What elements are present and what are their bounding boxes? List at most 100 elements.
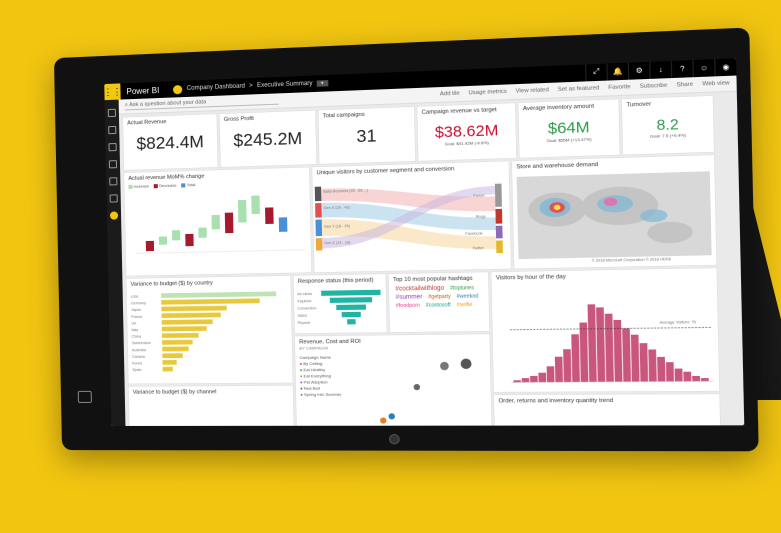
tile-waterfall[interactable]: Actual revenue MoM% change Increase Decr… [124,167,312,276]
scatter-point [460,358,472,370]
tile-variance-country[interactable]: Variance to budget ($) by country USA Ger… [126,275,293,384]
app-launcher-icon[interactable]: ⋮⋮ [104,83,122,101]
country-bar[interactable] [162,339,193,345]
legend-total: Total [181,182,195,188]
tile-rev-cost-roi[interactable]: Revenue, Cost and ROI BY CAMPAIGN Campai… [294,334,492,426]
dropdown-icon[interactable]: ▾ [316,80,328,87]
histogram-bar[interactable] [665,362,675,382]
country-bar[interactable] [162,346,189,352]
histogram-bar[interactable] [630,334,640,382]
hashtag: #foodporn [395,302,421,310]
tile-campaign-revenue[interactable]: Campaign revenue vs target $38.62M Goal:… [417,103,517,161]
variance-country-chart: USA Germany Japan France UK Italy China Switzer… [131,291,277,372]
qa-input[interactable]: ⌕ Ask a question about your data [124,96,279,111]
country-bar[interactable] [162,353,183,359]
nav-favorites-icon[interactable] [108,142,117,152]
scatter-point [388,413,396,420]
histogram-bar[interactable] [521,378,530,383]
histogram-bar[interactable] [692,375,701,382]
download-icon[interactable]: ↓ [649,60,672,79]
country-bar[interactable] [161,298,260,305]
funnel-label: Repeat [298,321,310,325]
usage-metrics-button[interactable]: Usage metrics [468,88,507,97]
set-featured-button[interactable]: Set as featured [557,85,600,94]
tile-turnover[interactable]: Turnover 8.2 Goal: 7.5 (+9.4%) [621,95,714,155]
sankey-node [315,219,323,237]
histogram-bar[interactable] [587,304,597,382]
tile-title: Gross Profit [223,115,254,124]
histogram-bar[interactable] [639,343,649,382]
country-bar[interactable] [162,360,177,365]
brand-name: Power BI [126,85,160,96]
nav-recent-icon[interactable] [108,160,118,169]
histogram-bar[interactable] [579,322,589,382]
country-bar[interactable] [161,291,277,298]
tile-total-campaigns[interactable]: Total campaigns 31 [318,106,416,164]
nav-shared-icon[interactable] [109,194,118,203]
country-bar[interactable] [161,332,199,339]
tile-visitors-hour[interactable]: Visitors by hour of the day Average Visi… [491,268,720,392]
country-label: UK [131,321,137,325]
view-related-button[interactable]: View related [515,87,549,95]
histogram-bar[interactable] [613,319,623,382]
subscribe-button[interactable]: Subscribe [639,82,668,90]
sankey-label-right: Blogs [476,214,486,218]
help-icon[interactable]: ? [670,60,693,79]
tile-variance-channel[interactable]: Variance to budget ($) by channel [128,385,294,426]
tile-average-inventory[interactable]: Average inventory amount $64M Goal: $55M… [518,99,620,158]
nav-apps-icon[interactable] [109,177,118,186]
sankey-label-right: Forum [473,194,484,199]
breadcrumb-page[interactable]: Executive Summary [256,80,313,90]
web-view-button[interactable]: Web view [702,80,730,88]
share-button[interactable]: Share [676,81,694,89]
histogram-bar[interactable] [604,313,614,382]
histogram-bar[interactable] [538,372,547,383]
histogram-bar[interactable] [571,334,580,383]
histogram-bar[interactable] [700,378,709,382]
histogram-bar[interactable] [530,375,538,383]
waterfall-bar [171,230,181,241]
histogram-bar[interactable] [648,349,657,382]
histogram-bar[interactable] [674,368,683,382]
histogram-bar[interactable] [513,380,521,383]
expand-icon[interactable] [77,390,92,403]
feedback-icon[interactable]: ☺ [692,59,715,78]
histogram-bar[interactable] [554,356,563,383]
tile-order-returns[interactable]: Order, returns and inventory quantity tr… [494,394,721,426]
country-label: Korea [132,361,142,365]
tile-actual-revenue[interactable]: Actual Revenue $824.4M [123,114,218,170]
country-bar[interactable] [161,326,207,332]
country-bar[interactable] [161,312,221,319]
country-bar[interactable] [161,305,227,312]
histogram-bar[interactable] [546,366,555,383]
histogram-bar[interactable] [622,328,631,382]
user-avatar[interactable]: ◉ [714,58,737,77]
waterfall-bar [185,233,194,247]
favorite-button[interactable]: Favorite [608,83,631,92]
nav-home-icon[interactable] [108,125,117,135]
add-tile-button[interactable]: Add tile [439,90,460,98]
country-bar[interactable] [162,366,173,372]
tile-gross-profit[interactable]: Gross Profit $245.2M [219,110,317,167]
waterfall-bar [211,214,220,230]
waterfall-bar [158,236,168,245]
fullscreen-icon[interactable]: ⤢ [585,63,607,82]
country-label: Spain [132,368,141,372]
histogram-bar[interactable] [683,371,692,382]
histogram-bar[interactable] [596,307,606,382]
tile-hashtags[interactable]: Top 10 most popular hashtags #cocktailwi… [388,272,490,333]
funnel-label: Conversion [297,306,316,310]
breadcrumb-workspace[interactable]: Company Dashboard [186,83,246,92]
histogram-bar[interactable] [657,356,666,382]
tile-sankey[interactable]: Unique visitors by customer segment and … [312,161,511,273]
nav-menu-icon[interactable] [107,108,116,118]
tile-title: Campaign revenue vs target [421,106,497,116]
settings-icon[interactable]: ⚙ [627,61,650,80]
notifications-icon[interactable]: 🔔 [606,62,629,81]
histogram-bar[interactable] [563,349,572,383]
nav-workspace-icon[interactable] [109,211,119,220]
country-bar[interactable] [161,319,213,325]
tile-response-status[interactable]: Response status (this period) Ad clicks … [293,274,387,334]
funnel-bar [336,304,366,311]
tile-map[interactable]: Store and warehouse demand © 2018 Micros… [511,155,717,269]
